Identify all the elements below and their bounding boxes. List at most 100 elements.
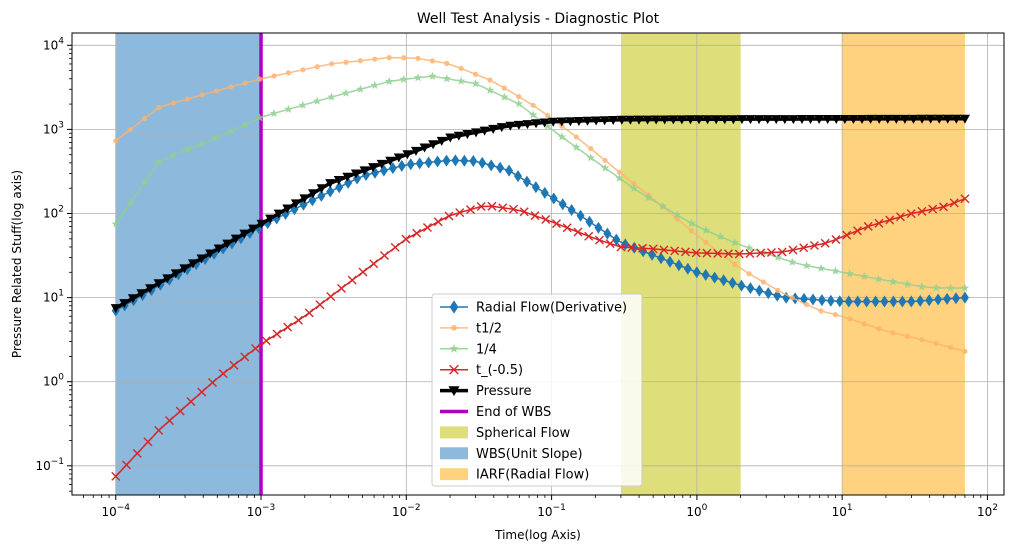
data-point (787, 257, 797, 266)
data-point (762, 115, 773, 125)
data-point (273, 209, 284, 219)
x-tick-label: 102 (977, 503, 998, 519)
data-point (642, 115, 653, 125)
plot-area (71, 32, 1005, 496)
y-tick-label: 102 (43, 205, 64, 221)
data-point (648, 244, 658, 254)
data-point (862, 295, 871, 308)
data-point (551, 219, 561, 229)
data-point (657, 252, 666, 265)
data-point (746, 271, 752, 277)
data-point (962, 348, 968, 354)
x-tick-label: 10−1 (537, 503, 566, 519)
data-point (487, 159, 496, 172)
data-point (629, 183, 639, 193)
data-point (925, 294, 934, 307)
data-point (672, 210, 682, 219)
data-point (701, 268, 710, 281)
data-point (141, 115, 148, 122)
data-point (269, 108, 279, 118)
data-point (665, 255, 674, 268)
data-point (576, 209, 585, 222)
data-point (316, 184, 327, 194)
data-point (399, 74, 408, 83)
data-point (952, 292, 961, 305)
data-point (788, 115, 799, 125)
data-point (385, 156, 396, 166)
data-point (612, 233, 621, 246)
data-point (917, 206, 927, 216)
data-point (540, 186, 549, 199)
data-point (754, 115, 765, 125)
data-point (943, 292, 952, 305)
data-point (820, 238, 830, 248)
data-point (336, 283, 346, 293)
data-point (170, 269, 181, 279)
legend-label: t1/2 (476, 321, 502, 336)
data-point (402, 150, 413, 160)
data-point (469, 155, 478, 168)
data-point (530, 102, 536, 108)
x-tick-label: 100 (686, 503, 707, 519)
data-point (826, 294, 835, 307)
legend-entry-radial-flow-derivative: Radial Flow(Derivative) (440, 300, 627, 316)
data-point (616, 242, 626, 252)
data-point (290, 199, 301, 209)
y-axis-title: Pressure Related Stuff(log axis) (10, 170, 24, 358)
data-point (799, 243, 809, 253)
data-point (744, 243, 754, 252)
data-point (659, 115, 670, 125)
data-point (588, 146, 594, 152)
x-tick-label: 10−3 (247, 503, 276, 519)
data-point (832, 311, 839, 318)
data-point (119, 299, 130, 309)
legend-marker-group (448, 386, 460, 397)
data-point (343, 59, 349, 65)
data-point (703, 239, 709, 245)
data-point (874, 274, 883, 283)
data-point (585, 215, 594, 228)
data-point (285, 70, 292, 76)
data-point (822, 115, 833, 125)
data-point (557, 132, 567, 141)
data-point (368, 163, 379, 173)
data-point (668, 115, 679, 125)
data-point (796, 115, 807, 125)
legend-box (431, 293, 643, 487)
data-point (154, 425, 164, 435)
y-tick-label: 101 (43, 289, 64, 305)
data-point (777, 247, 787, 257)
data-point (874, 218, 884, 228)
data-point (934, 293, 943, 306)
data-point (889, 295, 898, 308)
data-point (372, 56, 378, 62)
data-point (755, 284, 764, 297)
y-tick-label: 103 (43, 120, 64, 136)
data-point (312, 96, 322, 105)
data-point (401, 234, 411, 244)
data-point (853, 295, 862, 308)
data-point (908, 114, 919, 124)
y-tick-label: 104 (43, 36, 64, 52)
legend-label: 1/4 (476, 342, 497, 357)
data-point (326, 185, 335, 198)
data-point (342, 172, 353, 182)
data-point (603, 227, 612, 240)
data-point (916, 294, 925, 307)
data-point (880, 295, 889, 308)
data-point (379, 251, 389, 261)
data-point (453, 131, 464, 141)
data-point (625, 115, 636, 125)
data-point (737, 279, 746, 292)
data-point (683, 262, 692, 275)
data-point (766, 247, 776, 257)
data-point (136, 289, 147, 299)
data-point (341, 88, 351, 97)
data-point (651, 115, 662, 125)
data-point (460, 154, 469, 167)
data-point (531, 181, 540, 194)
data-point (723, 249, 733, 259)
data-point (728, 115, 739, 125)
legend-label: Pressure (476, 384, 532, 399)
data-point (541, 215, 551, 225)
